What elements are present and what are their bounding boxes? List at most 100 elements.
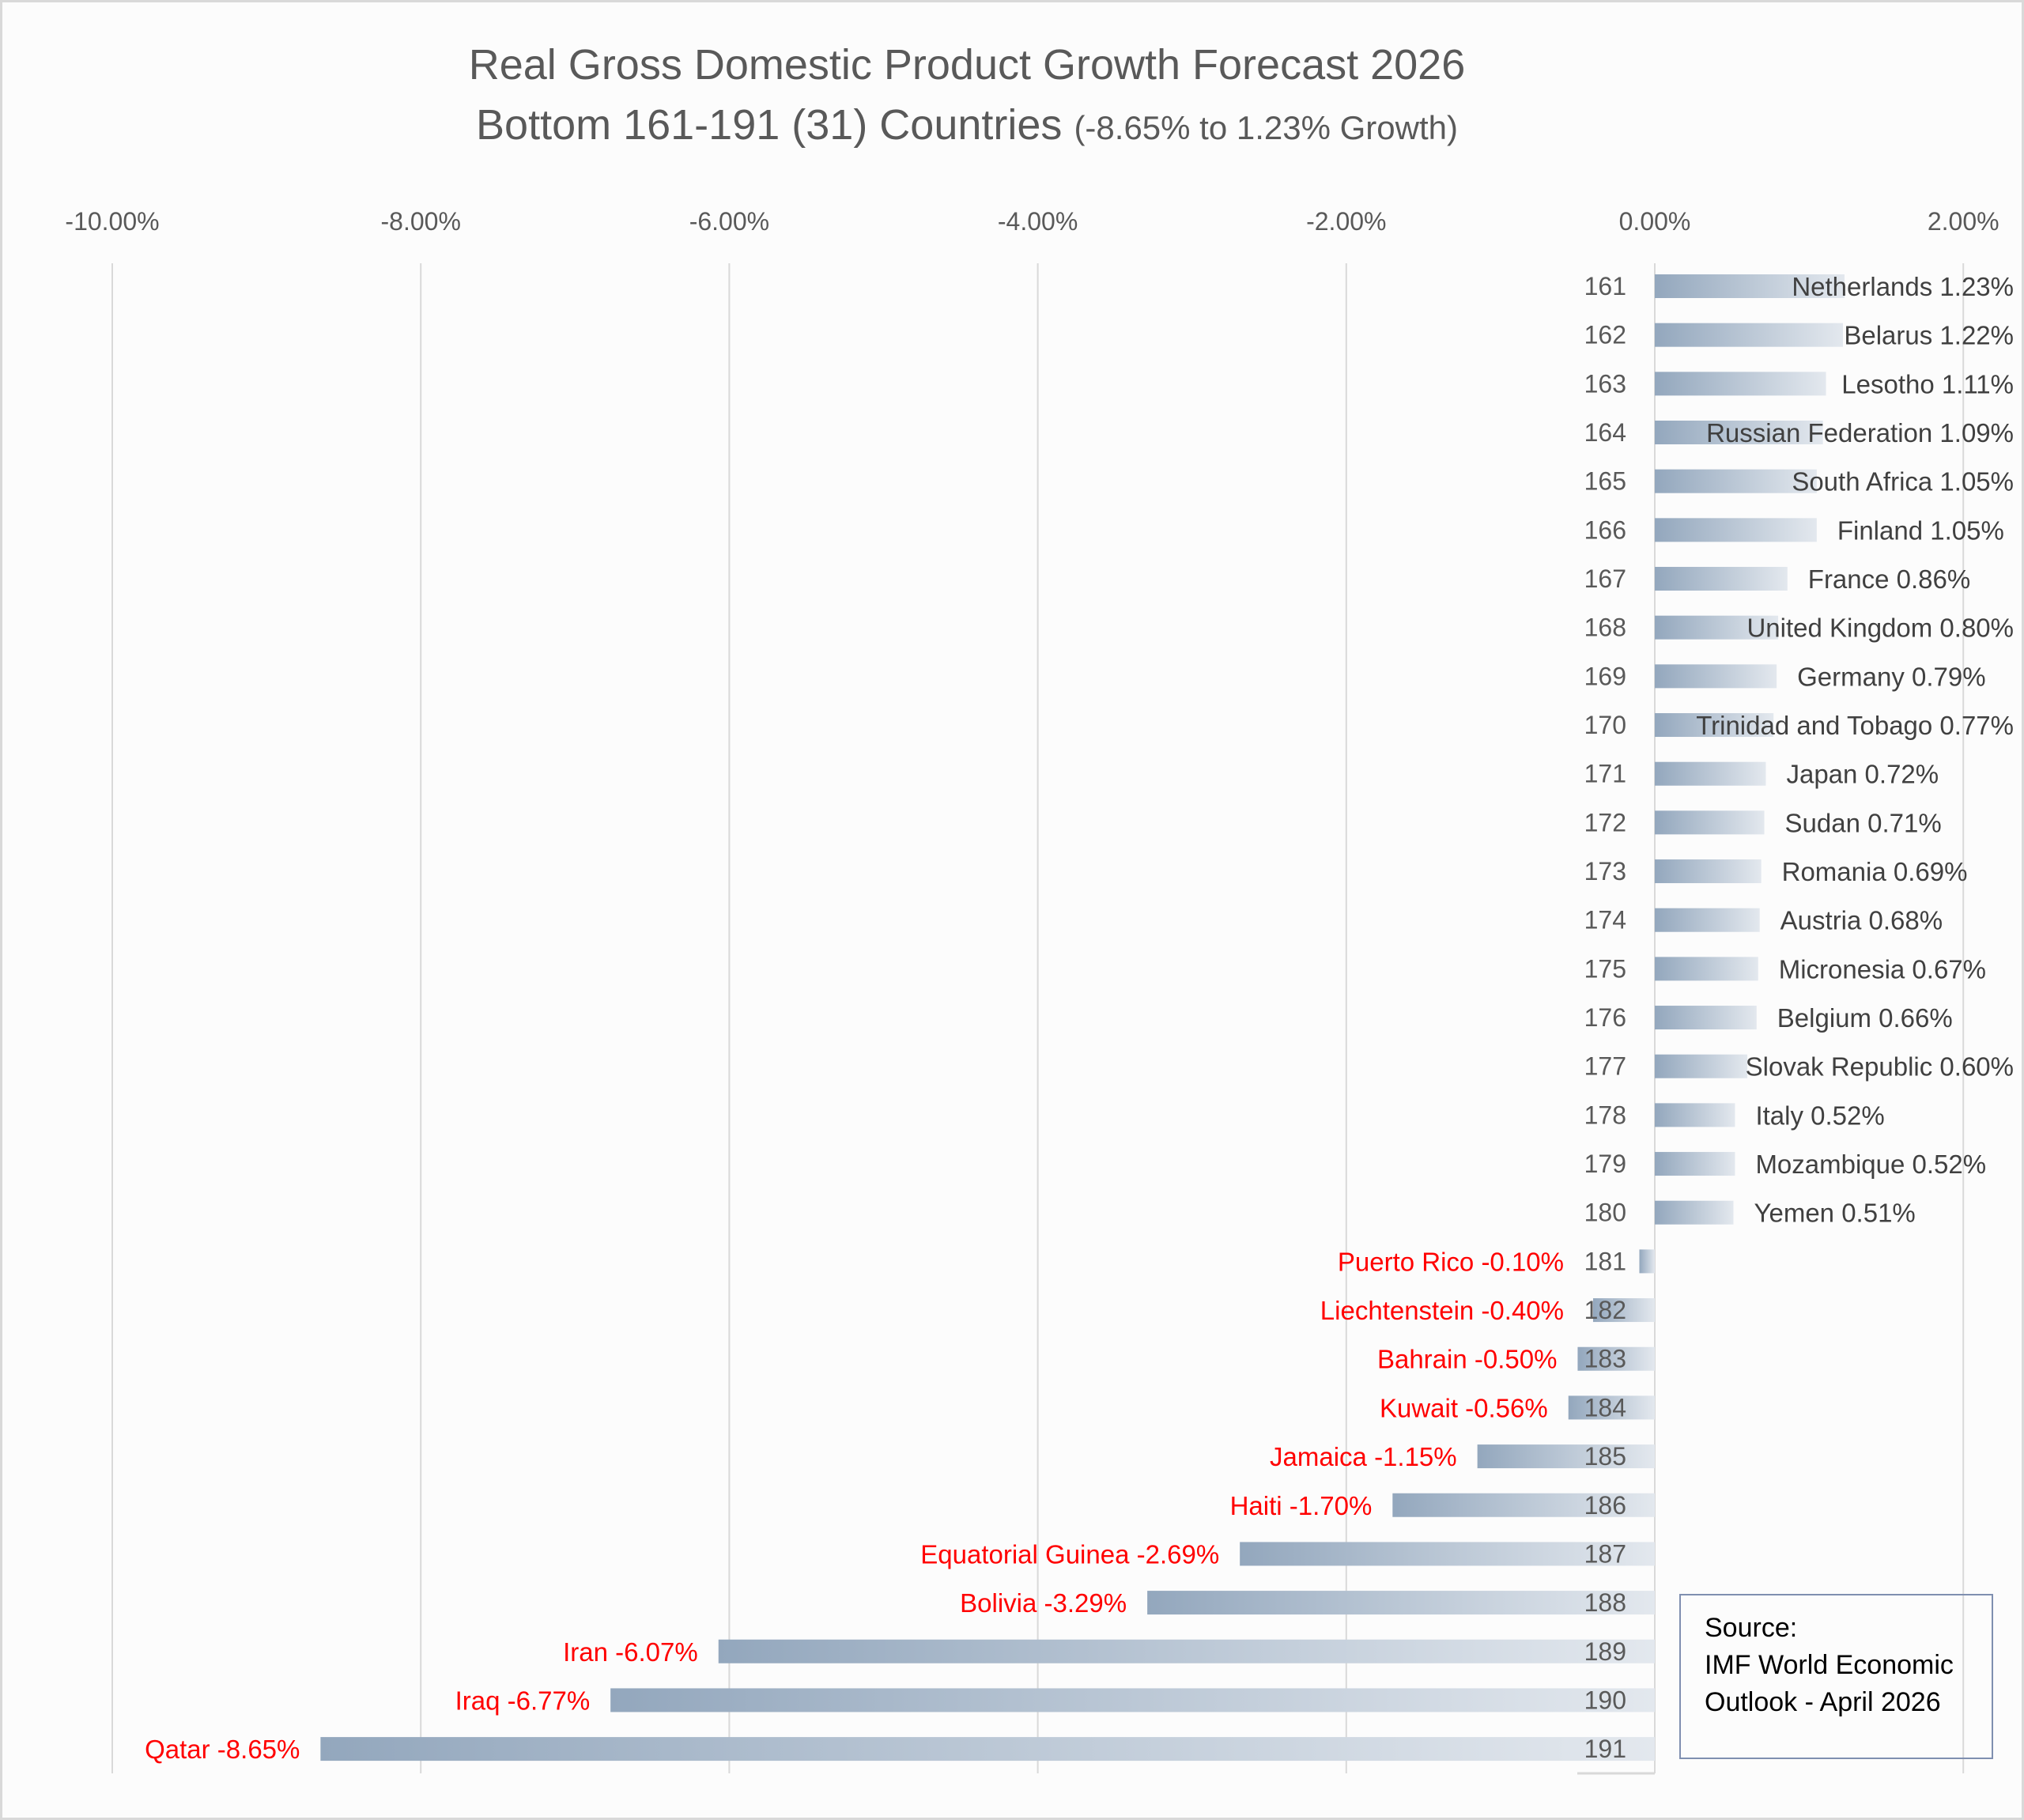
bar-united-kingdom: [1655, 615, 1779, 640]
data-label: Sudan 0.71%: [1785, 808, 1942, 837]
rank-label: 188: [1584, 1588, 1626, 1617]
bar-belarus: [1655, 323, 1844, 347]
bar-italy: [1655, 1103, 1735, 1127]
bar-bolivia: [1147, 1591, 1655, 1615]
rank-label: 174: [1584, 906, 1626, 935]
bar-qatar: [320, 1737, 1655, 1761]
data-label: United Kingdom 0.80%: [1746, 614, 2014, 643]
data-label: Iraq -6.77%: [455, 1686, 591, 1715]
bar-puerto-rico: [1639, 1249, 1655, 1274]
bar-austria: [1655, 908, 1760, 932]
rank-label: 164: [1584, 418, 1626, 447]
x-tick-label: -4.00%: [998, 207, 1078, 236]
data-label: Russian Federation 1.09%: [1706, 418, 2014, 447]
subtitle-note: (-8.65% to 1.23% Growth): [1074, 109, 1458, 146]
x-tick-label: -6.00%: [689, 207, 769, 236]
rank-label: 181: [1584, 1247, 1626, 1275]
bar-mozambique: [1655, 1152, 1735, 1176]
bar-finland: [1655, 518, 1817, 542]
x-tick-label: -2.00%: [1306, 207, 1386, 236]
source-box: Source: IMF World Economic Outlook - Apr…: [1679, 1594, 1993, 1759]
rank-label: 185: [1584, 1442, 1626, 1471]
bar-bahrain: [1577, 1346, 1655, 1371]
rank-label: 168: [1584, 614, 1626, 642]
chart-subtitle: Bottom 161-191 (31) Countries (-8.65% to…: [2, 100, 1931, 149]
data-label: Trinidad and Tobago 0.77%: [1696, 711, 2014, 740]
rank-label: 189: [1584, 1637, 1626, 1666]
data-label: South Africa 1.05%: [1792, 467, 2014, 497]
data-label: Romania 0.69%: [1782, 857, 1968, 886]
data-label: Qatar -8.65%: [145, 1735, 300, 1764]
data-label: Kuwait -0.56%: [1380, 1393, 1548, 1422]
data-label: Lesotho 1.11%: [1841, 369, 2014, 398]
data-label: Belarus 1.22%: [1844, 321, 2014, 350]
rank-label: 183: [1584, 1345, 1626, 1373]
rank-label: 176: [1584, 1003, 1626, 1032]
data-label: Finland 1.05%: [1837, 515, 2004, 545]
bar-russian-federation: [1655, 421, 1823, 445]
rank-label: 184: [1584, 1393, 1626, 1422]
rank-label: 167: [1584, 565, 1626, 593]
bar-haiti: [1392, 1493, 1655, 1517]
rank-label: 178: [1584, 1101, 1626, 1129]
rank-label: 190: [1584, 1686, 1626, 1714]
data-label: Slovak Republic 0.60%: [1746, 1052, 2014, 1082]
bar-netherlands: [1655, 274, 1845, 298]
data-label: Austria 0.68%: [1780, 906, 1943, 935]
data-label: Mozambique 0.52%: [1755, 1150, 1986, 1179]
data-label: Equatorial Guinea -2.69%: [920, 1539, 1219, 1569]
data-label: Iran -6.07%: [563, 1637, 698, 1667]
bar-lesotho: [1655, 372, 1826, 396]
data-label: Haiti -1.70%: [1230, 1491, 1373, 1520]
data-label: Netherlands 1.23%: [1792, 272, 2014, 301]
bar-jamaica: [1477, 1444, 1655, 1469]
x-tick-label: 0.00%: [1619, 207, 1691, 236]
source-label: Source:: [1705, 1613, 1798, 1643]
bar-japan: [1655, 761, 1766, 786]
data-label: Liechtenstein -0.40%: [1320, 1296, 1564, 1325]
bar-slovak-republic: [1655, 1054, 1748, 1078]
rank-label: 179: [1584, 1150, 1626, 1178]
data-label: France 0.86%: [1808, 565, 1970, 594]
data-label: Germany 0.79%: [1797, 662, 1985, 691]
source-line-3: Outlook - April 2026: [1705, 1687, 1941, 1717]
bar-france: [1655, 567, 1788, 591]
rank-label: 161: [1584, 272, 1626, 300]
data-label: Bolivia -3.29%: [960, 1588, 1127, 1618]
bar-germany: [1655, 664, 1777, 689]
rank-label: 169: [1584, 662, 1626, 690]
rank-label: 180: [1584, 1199, 1626, 1227]
rank-label: 172: [1584, 808, 1626, 836]
rank-label: 182: [1584, 1296, 1626, 1324]
data-label: Italy 0.52%: [1755, 1101, 1884, 1130]
bar-sudan: [1655, 810, 1765, 835]
rank-label: 163: [1584, 369, 1626, 398]
bar-trinidad-and-tobago: [1655, 713, 1774, 738]
chart-title: Real Gross Domestic Product Growth Forec…: [468, 41, 1466, 89]
bar-iraq: [610, 1688, 1655, 1712]
x-tick-label: 2.00%: [1928, 207, 1999, 236]
rank-label: 171: [1584, 760, 1626, 788]
rank-label: 162: [1584, 321, 1626, 349]
data-label: Bahrain -0.50%: [1377, 1345, 1557, 1374]
rank-label: 170: [1584, 711, 1626, 739]
rank-label: 177: [1584, 1052, 1626, 1081]
data-label: Puerto Rico -0.10%: [1338, 1247, 1564, 1276]
rank-label: 186: [1584, 1491, 1626, 1520]
source-line-2: IMF World Economic: [1705, 1650, 1954, 1680]
data-label: Yemen 0.51%: [1754, 1199, 1916, 1228]
rank-label: 165: [1584, 467, 1626, 496]
x-tick-label: -10.00%: [65, 207, 159, 236]
bar-kuwait: [1568, 1395, 1655, 1420]
bar-liechtenstein: [1592, 1298, 1655, 1323]
data-label: Jamaica -1.15%: [1270, 1442, 1457, 1471]
rank-label: 187: [1584, 1539, 1626, 1568]
bar-iran: [718, 1639, 1656, 1663]
rank-label: 173: [1584, 857, 1626, 885]
rank-label: 175: [1584, 954, 1626, 983]
bar-yemen: [1655, 1200, 1734, 1225]
bar-south-africa: [1655, 469, 1817, 493]
data-label: Micronesia 0.67%: [1779, 954, 1986, 984]
